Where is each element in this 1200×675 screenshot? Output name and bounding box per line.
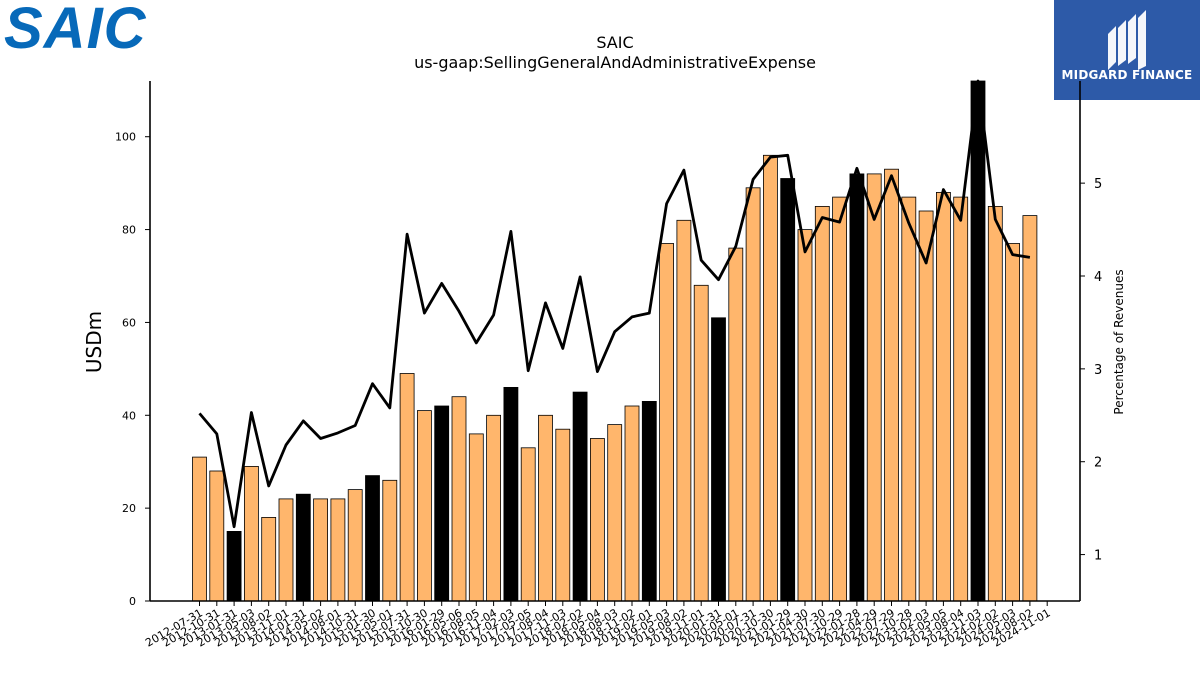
bar xyxy=(745,187,761,602)
company-logo: SAIC xyxy=(4,0,147,61)
bar xyxy=(451,396,467,602)
bar xyxy=(918,210,934,602)
bar xyxy=(278,498,294,602)
y-tick-label: 60 xyxy=(122,316,136,329)
bar xyxy=(659,243,674,602)
bar xyxy=(953,196,969,602)
bar xyxy=(365,475,380,602)
bars xyxy=(192,80,1038,602)
watermark-text: MIDGARD FINANCE xyxy=(1061,68,1193,82)
bar xyxy=(866,173,882,602)
bar xyxy=(192,456,207,602)
bar xyxy=(468,433,484,602)
bar xyxy=(347,489,363,602)
percentage-line-path xyxy=(198,79,1031,529)
bar xyxy=(814,205,830,602)
bar xyxy=(676,219,692,602)
chart-title: SAIC xyxy=(596,33,633,52)
y2-tick-label: 5 xyxy=(1094,177,1102,192)
bar xyxy=(832,196,847,602)
bar xyxy=(884,168,899,602)
y2-tick-label: 2 xyxy=(1094,456,1102,471)
axes: 020406080100123452012-07-312012-10-31201… xyxy=(115,81,1102,650)
bar xyxy=(399,373,415,602)
bar xyxy=(243,465,259,602)
y2-tick-label: 3 xyxy=(1094,363,1102,378)
bar xyxy=(503,386,519,602)
y-tick-label: 100 xyxy=(115,131,136,144)
y2-tick-label: 1 xyxy=(1094,549,1102,564)
bar xyxy=(624,405,640,602)
y-tick-label: 20 xyxy=(122,502,136,515)
bar xyxy=(711,317,726,602)
y2-axis-label: Percentage of Revenues xyxy=(1112,269,1126,414)
bar xyxy=(538,414,553,602)
bar xyxy=(330,498,346,602)
bar xyxy=(486,414,502,602)
bar xyxy=(987,205,1003,602)
bar xyxy=(590,438,605,602)
bar xyxy=(607,424,623,602)
y2-tick-label: 4 xyxy=(1094,270,1102,285)
bar xyxy=(416,410,432,602)
bar xyxy=(849,173,865,602)
bar xyxy=(901,196,917,602)
percentage-line xyxy=(198,79,1031,529)
midgard-logo-mark-icon xyxy=(1054,0,1200,100)
bar xyxy=(797,229,813,602)
bar xyxy=(520,447,536,602)
bar xyxy=(434,405,450,602)
bar xyxy=(1022,215,1038,602)
bar xyxy=(572,391,588,602)
y-axis-label: USDm xyxy=(82,311,106,373)
bar xyxy=(1005,243,1020,602)
bar xyxy=(313,498,329,602)
bar xyxy=(226,531,242,602)
y-tick-label: 0 xyxy=(129,595,136,608)
bar xyxy=(763,154,778,602)
bar xyxy=(970,80,986,602)
y-tick-label: 80 xyxy=(122,224,136,237)
y-tick-label: 40 xyxy=(122,409,136,422)
bar xyxy=(295,493,311,602)
bar xyxy=(728,247,744,602)
bar xyxy=(693,284,709,602)
bar xyxy=(936,191,951,602)
bar xyxy=(209,470,225,602)
bar xyxy=(261,517,277,602)
bar xyxy=(382,479,398,602)
bar xyxy=(555,428,571,602)
bar xyxy=(641,400,657,602)
bar xyxy=(780,178,796,602)
midgard-finance-logo: MIDGARD FINANCE xyxy=(1054,0,1200,100)
chart-subtitle: us-gaap:SellingGeneralAndAdministrativeE… xyxy=(414,53,816,72)
